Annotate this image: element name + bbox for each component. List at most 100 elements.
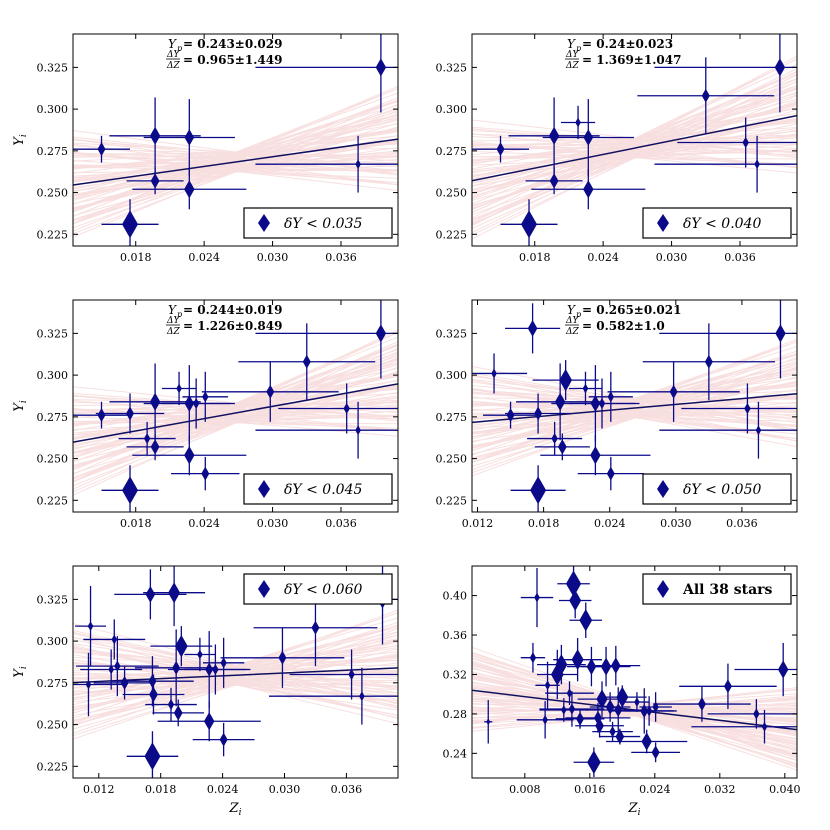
data-point <box>182 371 229 422</box>
data-point <box>255 135 398 193</box>
band-line <box>73 612 398 719</box>
svg-text:Y: Y <box>567 303 576 317</box>
diamond-marker <box>697 697 706 712</box>
yp-value: = 0.244±0.019 <box>183 303 282 317</box>
y-tick-label: 0.300 <box>436 369 468 382</box>
diamond-marker <box>615 728 625 745</box>
diamond-marker <box>753 708 760 720</box>
x-tick-label: 0.040 <box>769 783 801 796</box>
data-point <box>76 636 159 697</box>
y-tick-label: 0.300 <box>37 369 69 382</box>
band-line <box>73 344 398 490</box>
diamond-marker <box>150 439 160 455</box>
band-line <box>472 341 797 456</box>
band-line <box>472 357 797 477</box>
svg-text:p: p <box>177 310 182 319</box>
diamond-marker <box>144 742 161 771</box>
x-tick-label: 0.012 <box>462 517 494 530</box>
band-line <box>73 129 398 197</box>
y-tick-label: 0.32 <box>443 668 468 681</box>
x-tick-label: 0.032 <box>704 783 736 796</box>
diamond-marker <box>600 657 612 676</box>
x-tick-label: 0.012 <box>83 783 115 796</box>
data-point <box>558 582 592 619</box>
y-tick-label: 0.250 <box>436 187 468 200</box>
diamond-marker <box>590 446 601 465</box>
data-point <box>540 435 651 476</box>
x-tick-label: 0.030 <box>660 517 692 530</box>
band-line <box>73 634 398 736</box>
svg-text:ΔY: ΔY <box>166 50 180 60</box>
diamond-marker <box>551 432 558 445</box>
band-line <box>73 621 398 726</box>
diamond-marker <box>606 466 615 481</box>
diamond-marker <box>219 732 228 747</box>
data-point <box>642 323 775 401</box>
diamond-marker <box>122 476 139 505</box>
diamond-marker <box>348 668 355 681</box>
y-axis-label: Yi <box>12 666 29 678</box>
data-point <box>289 649 398 700</box>
data-point <box>677 117 797 168</box>
diamond-marker <box>549 173 559 189</box>
band-line <box>472 696 797 729</box>
diamond-marker <box>126 406 135 421</box>
band-line <box>73 100 398 232</box>
diamond-marker <box>641 732 652 751</box>
svg-text:ΔY: ΔY <box>166 316 180 326</box>
posterior-band <box>472 338 797 477</box>
diamond-marker <box>120 675 129 690</box>
data-point <box>542 99 634 176</box>
band-line <box>73 85 398 224</box>
y-tick-label: 0.325 <box>436 61 468 74</box>
y-tick-label: 0.250 <box>37 187 69 200</box>
legend-marker <box>657 214 669 232</box>
data-point <box>707 699 797 729</box>
diamond-marker <box>167 698 175 711</box>
svg-text:p: p <box>576 44 581 53</box>
diamond-marker <box>184 180 195 199</box>
diamond-marker <box>534 406 543 421</box>
data-point <box>659 401 797 459</box>
band-line <box>472 87 797 224</box>
svg-text:Y: Y <box>168 303 177 317</box>
diamond-marker <box>174 634 188 658</box>
y-tick-label: 0.28 <box>443 708 468 721</box>
data-point <box>568 378 636 429</box>
legend-label: All 38 stars <box>682 582 773 598</box>
panel-3: 0.018 0.024 0.030 0.036 0.225 0.250 0.275 0.300… <box>12 299 399 530</box>
diamond-marker <box>143 432 151 445</box>
diamond-marker <box>548 126 560 145</box>
plot-area <box>472 566 797 778</box>
diamond-marker <box>311 620 320 635</box>
diamond-marker <box>201 466 210 481</box>
data-point <box>591 645 641 686</box>
band-line <box>73 341 398 483</box>
legend-label: δY < 0.050 <box>683 482 761 498</box>
legend-marker <box>258 580 270 598</box>
x-tick-label: 0.018 <box>145 783 177 796</box>
data-point <box>73 652 125 717</box>
x-tick-label: 0.024 <box>188 251 220 264</box>
diamond-marker <box>172 660 181 675</box>
band-line <box>73 653 398 717</box>
y-tick-label: 0.225 <box>436 494 468 507</box>
diamond-marker <box>149 392 161 411</box>
diamond-marker <box>97 408 106 423</box>
diamond-marker <box>114 660 121 672</box>
y-tick-label: 0.275 <box>37 145 69 158</box>
band-line <box>73 87 398 217</box>
dydz-value: = 1.226±0.849 <box>183 319 282 333</box>
data-point <box>184 644 247 695</box>
data-point <box>95 393 165 434</box>
diamond-marker <box>534 592 540 603</box>
diamond-marker <box>579 609 593 632</box>
diamond-marker <box>150 173 160 189</box>
yp-value: = 0.243±0.029 <box>183 37 282 51</box>
diamond-marker <box>754 159 760 170</box>
band-line <box>73 359 398 482</box>
data-point <box>278 383 398 434</box>
